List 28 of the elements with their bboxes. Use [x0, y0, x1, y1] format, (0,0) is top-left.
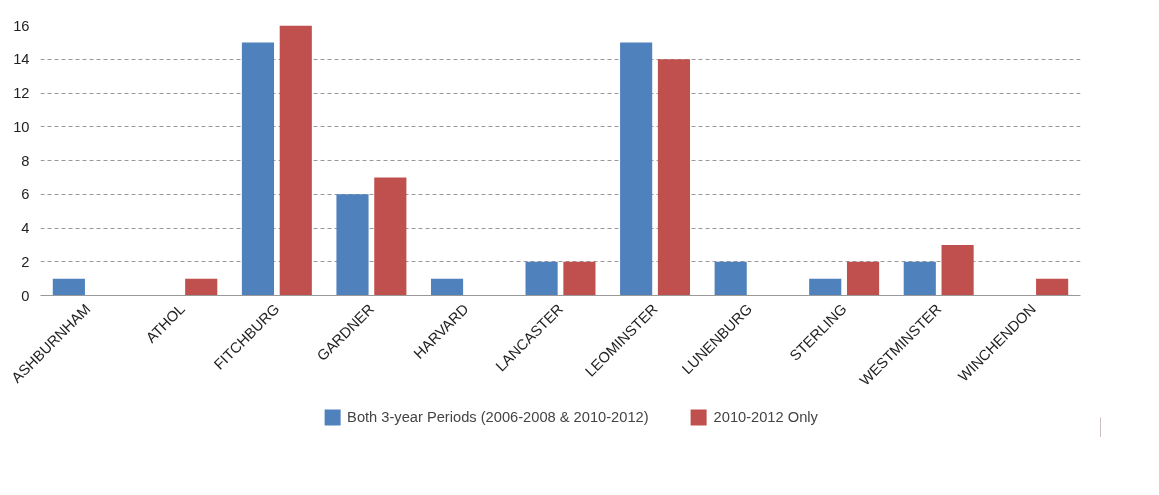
- bar: [336, 194, 369, 296]
- y-tick-label: 14: [13, 51, 30, 68]
- y-tick-label: 2: [21, 253, 30, 270]
- bar: [620, 42, 653, 296]
- y-tick-label: 10: [13, 118, 30, 135]
- bar: [241, 42, 275, 296]
- bar: [941, 244, 974, 296]
- y-tick-label: 4: [21, 220, 30, 236]
- bar: [430, 278, 464, 296]
- bar: [1036, 278, 1069, 296]
- bar: [657, 59, 691, 296]
- bar: [374, 177, 407, 296]
- bar: [809, 278, 842, 296]
- y-tick-label: 6: [21, 186, 30, 203]
- bar: [52, 278, 85, 296]
- bar: [714, 261, 747, 296]
- bar: [279, 25, 312, 296]
- bar: [525, 261, 558, 296]
- y-tick-label: 0: [21, 287, 30, 304]
- bar: [185, 278, 218, 296]
- legend-label: Both 3-year Periods (2006-2008 & 2010-2012): [347, 409, 649, 425]
- y-tick-label: 16: [13, 17, 30, 34]
- y-tick-label: 8: [21, 152, 30, 169]
- legend-label: 2010-2012 Only: [713, 409, 818, 425]
- bar: [563, 261, 596, 296]
- y-tick-label: 12: [13, 85, 30, 101]
- bar: [903, 261, 936, 296]
- bar: [846, 261, 880, 296]
